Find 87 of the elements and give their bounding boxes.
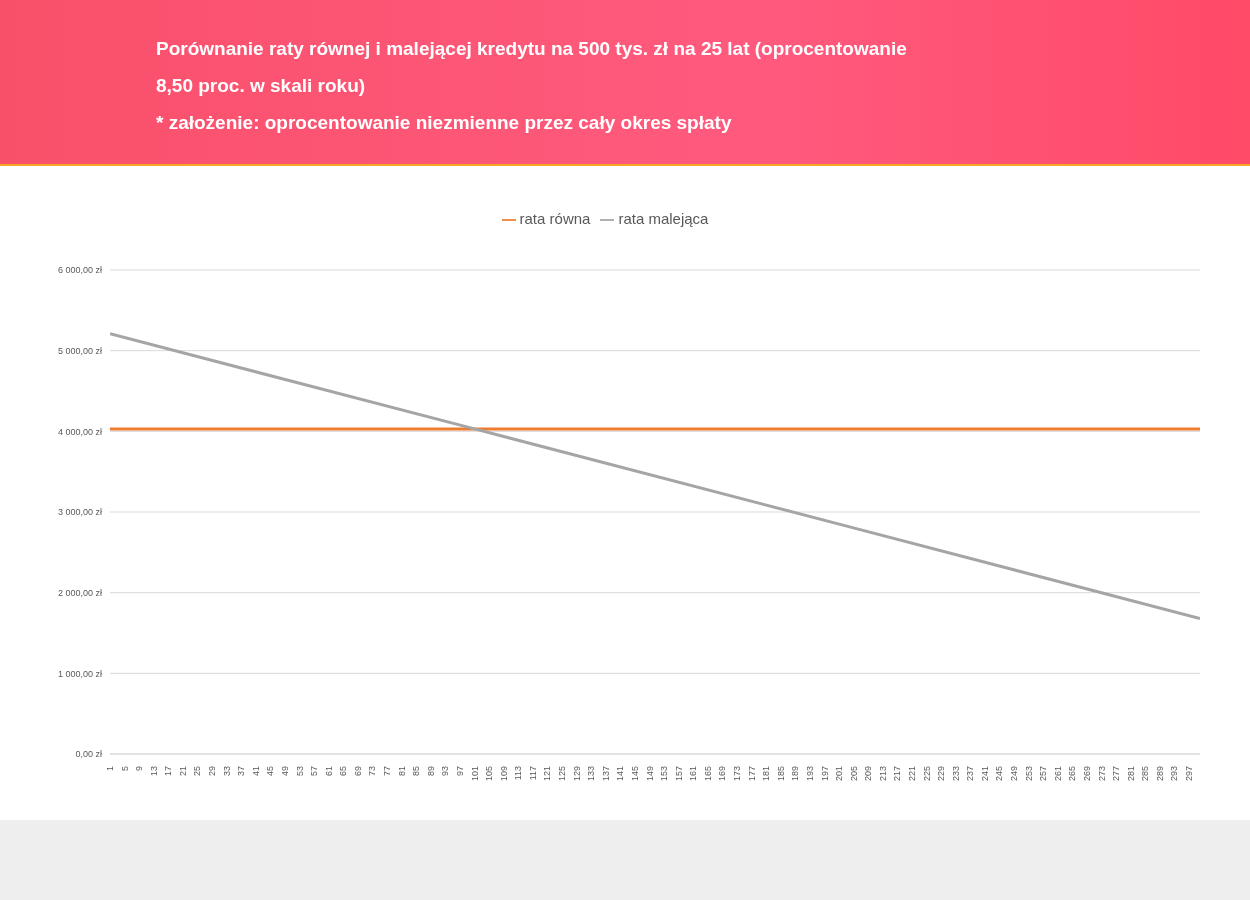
y-tick-label: 6 000,00 zł: [57, 265, 102, 276]
x-tick-label: 149: [644, 766, 655, 782]
x-tick-label: 161: [688, 766, 699, 782]
x-tick-label: 273: [1096, 766, 1107, 782]
x-tick-label: 165: [702, 766, 713, 782]
x-tick-label: 109: [498, 766, 509, 782]
x-tick-label: 105: [484, 766, 495, 782]
x-tick-label: 9: [134, 766, 145, 772]
x-tick-label: 225: [921, 766, 932, 782]
x-tick-label: 209: [863, 766, 874, 782]
x-tick-label: 181: [761, 766, 772, 782]
x-tick-label: 85: [411, 766, 422, 777]
y-tick-label: 5 000,00 zł: [57, 345, 102, 356]
x-tick-label: 137: [600, 766, 611, 782]
y-tick-label: 4 000,00 zł: [57, 426, 102, 437]
y-tick-label: 1 000,00 zł: [57, 668, 102, 679]
x-tick-label: 169: [717, 766, 728, 782]
x-tick-label: 77: [382, 766, 393, 777]
x-tick-label: 29: [207, 766, 218, 777]
x-tick-label: 173: [732, 766, 743, 782]
x-tick-label: 133: [586, 766, 597, 782]
x-tick-label: 37: [236, 766, 247, 777]
x-tick-label: 297: [1184, 766, 1195, 782]
x-tick-label: 237: [965, 766, 976, 782]
x-tick-label: 65: [338, 766, 349, 777]
x-tick-label: 153: [659, 766, 670, 782]
x-tick-label: 269: [1081, 766, 1092, 782]
x-tick-label: 57: [309, 766, 320, 777]
x-tick-label: 241: [979, 766, 990, 782]
x-tick-label: 145: [629, 766, 640, 782]
chart-subtitle: * założenie: oprocentowanie niezmienne przez cały okres spłaty: [156, 111, 733, 135]
y-tick-label: 3 000,00 zł: [57, 507, 102, 518]
x-tick-label: 17: [163, 766, 174, 777]
x-tick-label: 293: [1169, 766, 1180, 782]
x-tick-label: 125: [557, 766, 568, 782]
x-tick-label: 25: [192, 766, 203, 777]
x-tick-label: 73: [367, 766, 378, 777]
x-tick-label: 45: [265, 766, 276, 777]
x-tick-label: 281: [1125, 766, 1136, 782]
x-tick-label: 205: [848, 766, 859, 782]
x-tick-label: 61: [323, 766, 334, 777]
x-tick-label: 229: [936, 766, 947, 782]
x-tick-label: 41: [250, 766, 261, 777]
chart-title: Porównanie raty równej i malejącej kredytu na 500 tys. zł na 25 lat (oprocentowanie 8,50 proc. w skali roku): [156, 37, 908, 98]
x-tick-label: 197: [819, 766, 830, 782]
x-tick-label: 129: [571, 766, 582, 782]
x-tick-label: 157: [673, 766, 684, 782]
x-tick-label: 93: [440, 766, 451, 777]
x-tick-label: 245: [994, 766, 1005, 782]
x-tick-label: 217: [892, 766, 903, 782]
x-tick-label: 221: [907, 766, 918, 782]
x-tick-label: 257: [1038, 766, 1049, 782]
line-series: [110, 332, 1200, 620]
x-tick-label: 265: [1067, 766, 1078, 782]
x-tick-label: 121: [542, 766, 553, 782]
legend-label: rata równa: [519, 210, 591, 227]
x-tick-label: 177: [746, 766, 757, 782]
x-tick-label: 193: [804, 766, 815, 782]
x-tick-label: 69: [352, 766, 363, 777]
x-tick-label: 49: [279, 766, 290, 777]
x-tick-label: 289: [1154, 766, 1165, 782]
x-tick-label: 53: [294, 766, 305, 777]
x-tick-label: 21: [177, 766, 188, 777]
legend-label: rata malejąca: [618, 210, 709, 227]
x-tick-label: 233: [950, 766, 961, 782]
x-tick-label: 213: [877, 766, 888, 782]
x-tick-label: 141: [615, 766, 626, 782]
x-tick-label: 1: [105, 766, 115, 772]
x-tick-label: 101: [469, 766, 480, 782]
x-tick-label: 253: [1023, 766, 1034, 782]
y-tick-label: 0,00 zł: [75, 749, 102, 760]
y-tick-label: 2 000,00 zł: [57, 587, 102, 598]
x-tick-label: 113: [513, 766, 524, 781]
x-tick-label: 5: [119, 766, 130, 772]
x-tick-label: 97: [454, 766, 465, 777]
x-tick-label: 33: [221, 766, 232, 777]
x-tick-label: 201: [834, 766, 845, 782]
x-tick-label: 89: [425, 766, 436, 777]
x-tick-label: 249: [1009, 766, 1020, 782]
x-tick-label: 285: [1140, 766, 1151, 782]
x-tick-label: 261: [1052, 766, 1063, 782]
x-tick-label: 117: [527, 766, 538, 781]
x-tick-label: 189: [790, 766, 801, 782]
x-tick-label: 81: [396, 766, 407, 777]
x-tick-label: 13: [148, 766, 159, 777]
x-tick-label: 277: [1111, 766, 1122, 782]
x-tick-label: 185: [775, 766, 786, 782]
